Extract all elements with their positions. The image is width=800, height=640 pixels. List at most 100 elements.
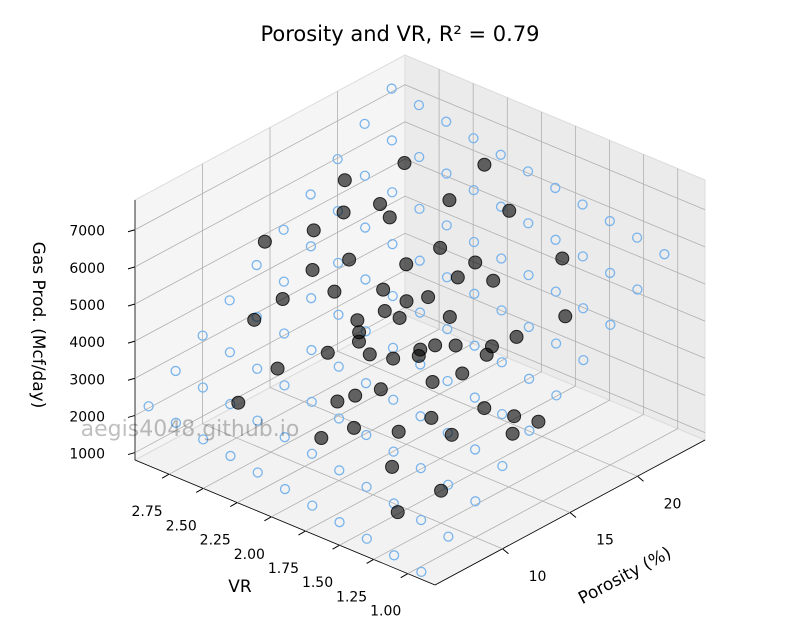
data-point [433,240,448,255]
surface-point [414,307,426,318]
surface-point [224,347,236,358]
z-tick [127,377,136,381]
y-tick-label: 2.25 [200,533,231,549]
data-point [397,156,412,171]
surface-point [334,465,345,476]
data-point [342,252,357,267]
surface-point [360,274,371,285]
z-tick [127,229,136,233]
surface-point [170,365,181,377]
surface-point [605,319,616,330]
surface-point [143,401,154,412]
data-point [531,414,546,429]
y-tick-label: 1.25 [336,589,367,605]
data-point [505,426,520,441]
surface-point [496,357,507,368]
surface-point [251,259,262,271]
grid-line [337,91,638,477]
surface-point [415,514,427,526]
x-tick [637,475,644,482]
surface-point [387,290,398,302]
data-point [385,459,400,474]
surface-point [224,295,235,306]
grid-line [237,97,508,503]
surface-point [469,340,480,351]
surface-point [361,533,372,544]
surface-point [252,363,263,374]
surface-point [305,241,317,252]
data-point [450,270,465,285]
surface-point [442,375,453,387]
surface-point [415,463,426,474]
z-tick-label: 7000 [69,224,105,240]
z-axis-label: Gas Prod. (Mcf/day) [28,242,48,409]
surface-point [197,330,208,341]
surface-point [333,309,344,320]
z-tick [127,340,136,344]
data-point [442,193,457,208]
data-point [330,394,345,409]
surface-point [198,434,209,445]
grid-line [339,140,610,546]
y-tick-label: 1.75 [268,561,299,577]
y-tick-label: 2.00 [234,547,265,563]
chart-title: Porosity and VR, R² = 0.79 [260,22,539,46]
data-point [305,262,320,277]
surface-point [359,170,371,181]
grid-line [168,69,440,475]
surface-point [496,305,507,316]
x-axis-label: Porosity (%) [575,543,675,609]
data-point [346,420,361,435]
surface-point [469,288,480,299]
surface-point [361,481,372,493]
z-tick-label: 1000 [69,447,105,463]
surface-point [577,303,589,314]
data-point [257,234,272,249]
data-point [306,223,321,238]
y-tick [400,573,408,579]
surface-point [468,236,480,248]
x-tick-label: 20 [664,496,682,512]
surface-point [522,166,534,177]
y-tick [332,544,340,550]
surface-point [278,224,289,235]
data-point [373,197,388,212]
data-point [231,395,246,410]
surface-point [225,450,236,462]
surface-point [332,154,343,165]
data-point [413,342,428,357]
grid-line [407,168,679,574]
data-point [314,430,329,445]
z-tick [127,452,136,456]
surface-point [359,118,370,130]
surface-point [550,286,561,297]
surface-point [413,99,425,111]
surface-point [577,199,588,210]
y-tick-label: 2.50 [166,518,197,534]
data-point [434,483,449,498]
surface-point [496,253,507,264]
surface-point [441,220,452,231]
surface-point [578,354,589,366]
y-tick-label: 2.75 [132,504,163,520]
surface-point [495,149,506,160]
data-point [555,251,570,266]
data-point [421,290,436,305]
surface-point [333,257,344,269]
surface-point [523,269,534,281]
surface-point [604,267,616,279]
data-point [448,338,463,353]
surface-point [279,432,290,443]
data-point [377,304,392,319]
surface-point [197,382,209,393]
surface-point [305,189,316,200]
surface-point [306,396,317,408]
data-point [386,351,401,366]
surface-point [306,344,317,356]
z-tick-label: 5000 [69,298,105,314]
y-tick [264,516,272,522]
data-point [399,257,414,272]
surface-point [551,390,562,401]
surface-point [631,232,643,243]
surface-point [414,203,425,214]
